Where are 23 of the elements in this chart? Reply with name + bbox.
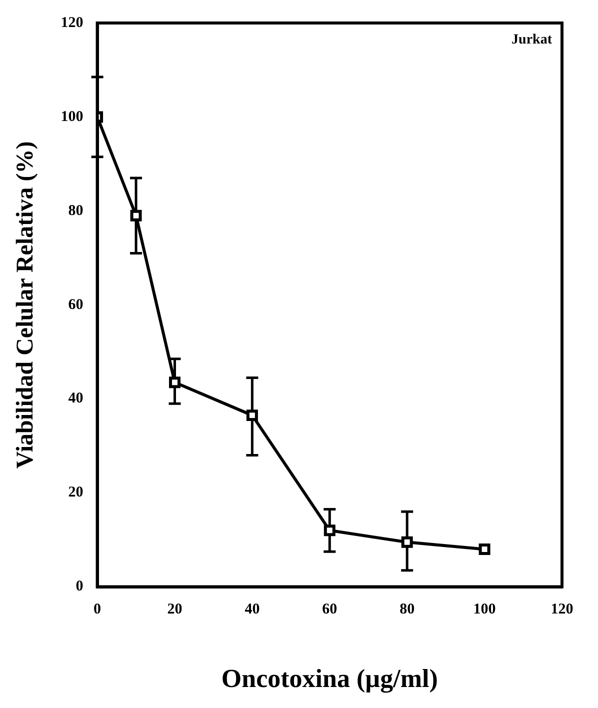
x-tick-label: 20 bbox=[167, 602, 182, 618]
y-tick-label: 40 bbox=[68, 390, 84, 407]
x-tick-label: 0 bbox=[94, 602, 102, 618]
x-tick-label: 40 bbox=[244, 602, 260, 618]
point bbox=[478, 543, 490, 555]
point bbox=[324, 524, 336, 536]
y-axis-title: Viabilidad Celular Relativa (%) bbox=[12, 141, 39, 469]
point bbox=[401, 536, 413, 548]
y-tick-label: 20 bbox=[68, 484, 84, 501]
annotation: Jurkat bbox=[512, 32, 552, 48]
x-tick-label: 120 bbox=[550, 602, 574, 618]
point bbox=[246, 410, 258, 422]
y-tick-label: 0 bbox=[76, 578, 84, 595]
x-axis-title: Oncotoxina (µg/ml) bbox=[221, 664, 438, 694]
y-tick-label: 100 bbox=[60, 108, 84, 125]
x-tick-label: 80 bbox=[400, 602, 415, 618]
y-tick-label: 80 bbox=[68, 202, 84, 219]
y-tick-label: 120 bbox=[60, 14, 84, 31]
x-tick-label: 60 bbox=[322, 602, 338, 618]
x-tick-label: 100 bbox=[473, 602, 496, 618]
point bbox=[130, 210, 142, 222]
point bbox=[169, 376, 180, 388]
y-tick-label: 60 bbox=[68, 296, 84, 313]
